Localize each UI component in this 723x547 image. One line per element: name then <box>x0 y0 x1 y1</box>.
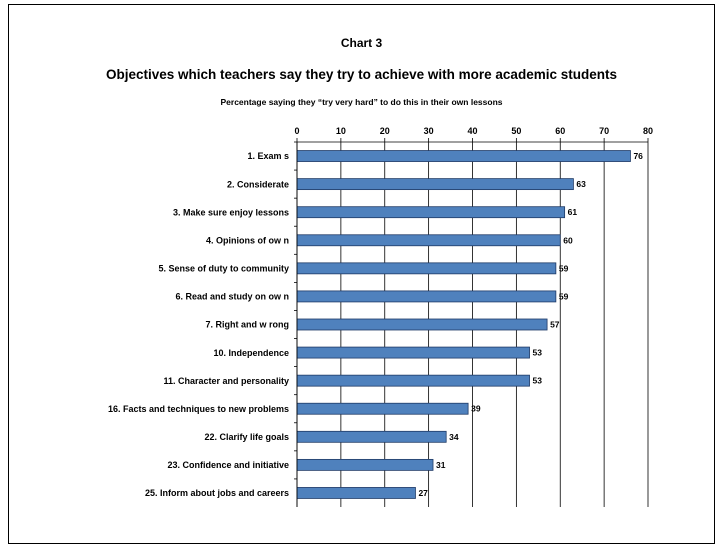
bar <box>296 234 561 247</box>
data-label: 59 <box>559 291 569 301</box>
category-label: 11. Character and personality <box>163 376 289 386</box>
x-axis-ticks: 0 10 20 30 40 50 60 70 80 <box>294 126 653 507</box>
data-labels: 76 63 61 60 59 59 57 53 53 39 34 31 27 <box>418 151 643 498</box>
data-label: 31 <box>436 460 446 470</box>
data-label: 59 <box>559 263 569 273</box>
bar <box>296 290 557 303</box>
data-label: 57 <box>550 320 560 330</box>
data-label: 76 <box>633 151 643 161</box>
data-label: 27 <box>418 488 428 498</box>
bar <box>296 374 530 387</box>
x-tick-label: 80 <box>643 126 653 136</box>
category-label: 3. Make sure enjoy lessons <box>173 207 289 217</box>
bar <box>296 430 447 443</box>
data-label: 61 <box>568 207 578 217</box>
data-label: 60 <box>563 235 573 245</box>
x-tick-label: 60 <box>555 126 565 136</box>
data-label: 53 <box>533 376 543 386</box>
x-tick-label: 10 <box>336 126 346 136</box>
bar <box>296 150 631 162</box>
category-label: 6. Read and study on ow n <box>175 292 289 302</box>
x-tick-label: 20 <box>380 126 390 136</box>
data-label: 39 <box>471 404 481 414</box>
bar <box>296 178 574 191</box>
bar <box>296 402 469 415</box>
bar <box>296 262 557 275</box>
bar <box>296 318 548 331</box>
category-label: 1. Exam s <box>247 151 289 161</box>
chart-title: Objectives which teachers say they try t… <box>106 67 617 82</box>
category-label: 22. Clarify life goals <box>204 432 289 442</box>
data-label: 63 <box>576 179 586 189</box>
x-tick-label: 50 <box>511 126 521 136</box>
x-tick-label: 40 <box>467 126 477 136</box>
category-label: 23. Confidence and initiative <box>167 460 289 470</box>
bar <box>296 346 530 359</box>
category-label: 7. Right and w rong <box>206 320 290 330</box>
x-tick-label: 0 <box>294 126 299 136</box>
x-tick-label: 70 <box>599 126 609 136</box>
bars <box>296 150 631 499</box>
bar <box>296 487 416 499</box>
category-labels: 1. Exam s 2. Considerate 3. Make sure enjo… <box>108 151 289 498</box>
x-tick-label: 30 <box>424 126 434 136</box>
category-label: 4. Opinions of ow n <box>206 235 289 245</box>
category-label: 16. Facts and techniques to new problems <box>108 404 289 414</box>
chart-subtitle: Percentage saying they “try very hard” t… <box>220 97 503 107</box>
category-label: 10. Independence <box>213 348 289 358</box>
category-label: 5. Sense of duty to community <box>158 264 289 274</box>
category-label: 2. Considerate <box>227 179 289 189</box>
bar <box>296 206 566 219</box>
category-label: 25. Inform about jobs and careers <box>145 488 289 498</box>
chart-label: Chart 3 <box>340 36 383 50</box>
data-label: 34 <box>449 432 459 442</box>
bar <box>296 458 434 471</box>
data-label: 53 <box>533 348 543 358</box>
